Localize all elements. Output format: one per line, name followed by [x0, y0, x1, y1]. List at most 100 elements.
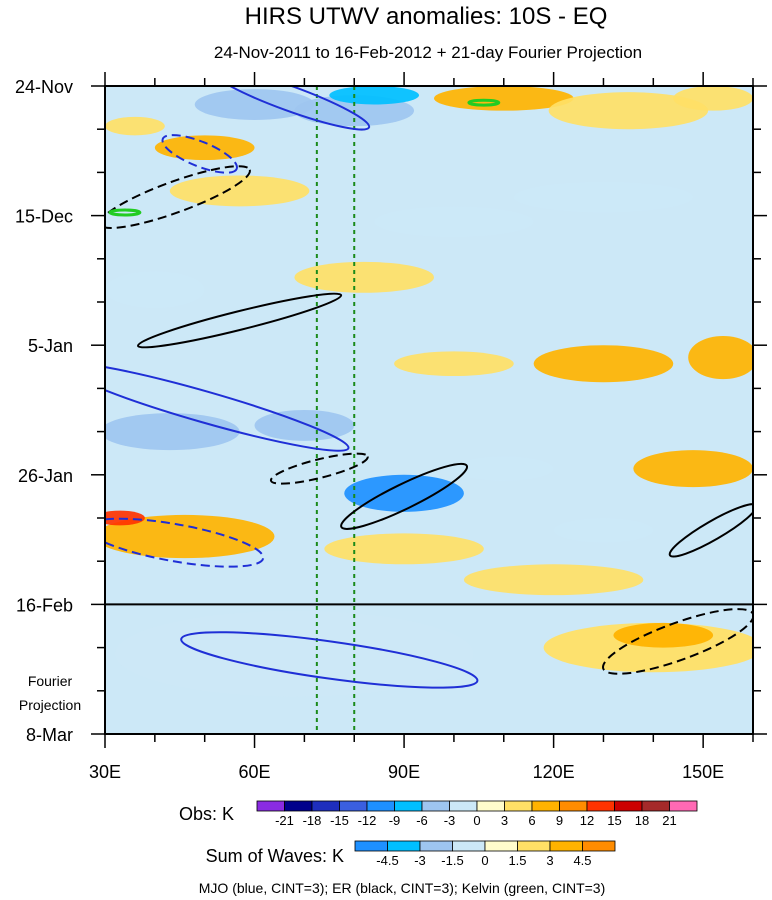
mjo-contour [105, 362, 350, 452]
obs-anomaly-patch [294, 261, 434, 293]
x-tick-label: 60E [239, 762, 271, 782]
kelvin-contour [108, 208, 142, 217]
x-tick-label: 30E [89, 762, 121, 782]
legend-swatch [517, 840, 551, 852]
er-contour [602, 608, 753, 675]
obs-anomaly-patch [194, 89, 315, 120]
mjo-contour [161, 134, 238, 174]
er-contour [136, 292, 343, 349]
legend-level-label: -3 [444, 813, 456, 828]
legend-level-label: 18 [635, 813, 649, 828]
er-contour [269, 452, 369, 485]
legend-swatch [354, 840, 388, 852]
legend-level-label: -21 [275, 813, 294, 828]
obs-anomaly-patch [453, 456, 554, 481]
kelvin-contour [467, 98, 501, 107]
legend-swatch [284, 800, 313, 812]
obs-legend: -21 -18 -15 -12 -9 -6 -3 0 3 6 9 12 15 18 21 [256, 800, 698, 828]
legend-swatch [531, 800, 560, 812]
obs-anomaly-patch [374, 206, 534, 238]
legend-swatch [586, 800, 615, 812]
legend-level-label: 3 [546, 853, 553, 868]
legend-level-label: -6 [416, 813, 428, 828]
mjo-contour [105, 517, 265, 568]
legend-level-label: -3 [414, 853, 426, 868]
legend-level-label: 0 [473, 813, 480, 828]
legend-level-label: 1.5 [508, 853, 526, 868]
obs-anomaly-patch [169, 175, 310, 207]
y-tick-label: 8-Mar [26, 725, 73, 745]
obs-anomaly-patch [329, 86, 420, 105]
legend-swatch [419, 840, 453, 852]
y-tick-label: 16-Feb [16, 595, 73, 615]
obs-anomaly-patch [463, 564, 644, 596]
footnote: MJO (blue, CINT=3); ER (black, CINT=3); … [199, 880, 606, 896]
obs-anomaly-patch [673, 86, 753, 111]
legend-level-label: -1.5 [441, 853, 463, 868]
x-tick-label: 90E [388, 762, 420, 782]
obs-anomaly-patch [553, 518, 654, 543]
legend-level-label: 12 [580, 813, 594, 828]
legend-swatch [311, 800, 340, 812]
y-tick-label: 15-Dec [15, 207, 73, 227]
legend-level-label: -15 [330, 813, 349, 828]
legend-swatch [549, 840, 583, 852]
legend-swatch [387, 840, 421, 852]
obs-anomaly-patch [633, 450, 753, 488]
waves-legend-title: Sum of Waves: K [206, 846, 344, 866]
y-tick-label: 5-Jan [28, 336, 73, 356]
legend-level-label: -9 [389, 813, 401, 828]
obs-anomaly-patch [105, 514, 275, 559]
x-tick-label: 120E [533, 762, 575, 782]
mjo-contour [180, 631, 479, 689]
legend-swatch [669, 800, 698, 812]
legend-swatch [256, 800, 285, 812]
x-tick-label: 150E [682, 762, 724, 782]
legend-level-label: -4.5 [376, 853, 398, 868]
obs-legend-title: Obs: K [179, 804, 234, 824]
legend-swatch [366, 800, 395, 812]
y-tick-label: 26-Jan [18, 466, 73, 486]
obs-anomaly-patch [688, 335, 753, 380]
chart-subtitle: 24-Nov-2011 to 16-Feb-2012 + 21-day Four… [214, 43, 642, 62]
legend-level-label: 0 [481, 853, 488, 868]
legend-swatch [641, 800, 670, 812]
er-contour [340, 462, 469, 530]
legend-swatch [582, 840, 616, 852]
plot-frame [104, 85, 754, 735]
legend-swatch [452, 840, 486, 852]
legend-swatch [484, 840, 518, 852]
legend-swatch [394, 800, 423, 812]
chart-title: HIRS UTWV anomalies: 10S - EQ [245, 3, 608, 30]
legend-level-label: 3 [501, 813, 508, 828]
obs-anomaly-patch [548, 92, 709, 130]
legend-swatch [504, 800, 533, 812]
legend-level-label: 21 [662, 813, 676, 828]
legend-swatch [339, 800, 368, 812]
legend-swatch [614, 800, 643, 812]
obs-anomaly-patch [533, 345, 674, 383]
legend-level-label: -18 [303, 813, 322, 828]
legend-level-label: -12 [358, 813, 377, 828]
er-contour [668, 503, 753, 558]
plot-area [105, 86, 753, 734]
er-contour [105, 165, 251, 229]
projection-label-line1: Fourier [28, 673, 73, 689]
obs-anomaly-patch [105, 413, 240, 451]
projection-anomaly-patch [613, 622, 714, 648]
legend-level-label: 6 [528, 813, 535, 828]
obs-anomaly-patch [344, 474, 464, 512]
legend-swatch [449, 800, 478, 812]
obs-anomaly-patch [513, 181, 694, 213]
obs-anomaly-patch [394, 351, 514, 377]
legend-swatch [476, 800, 505, 812]
legend-level-label: 9 [556, 813, 563, 828]
projection-label-line2: Projection [19, 697, 81, 713]
legend-swatch [559, 800, 588, 812]
obs-anomaly-patch [105, 116, 165, 136]
projection-anomaly-patch [114, 610, 474, 697]
obs-anomaly-patch [154, 135, 255, 161]
legend-level-label: 15 [607, 813, 621, 828]
obs-anomaly-patch [324, 533, 484, 565]
